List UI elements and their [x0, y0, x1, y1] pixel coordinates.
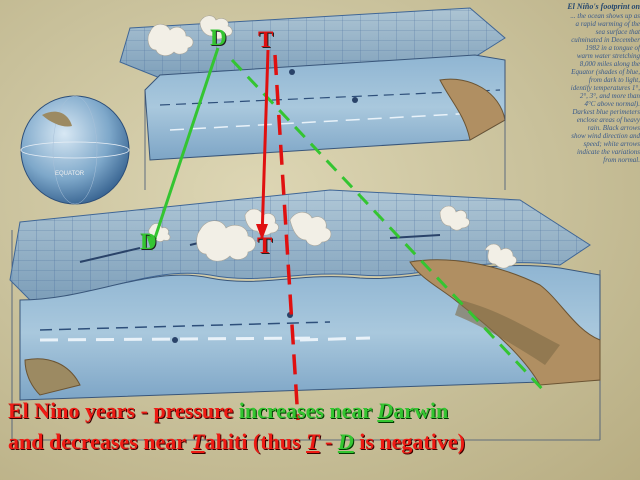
caption-tahiti-initial: T	[191, 429, 205, 454]
tahiti-marker-bottom: T	[257, 233, 273, 258]
tahiti-lines	[256, 49, 300, 421]
side-line: show wind direction and	[571, 132, 640, 140]
caption-line-2: and decreases near Tahiti (thus T - D is…	[8, 426, 638, 457]
side-title: El Niño's footprint on	[567, 2, 640, 11]
darwin-marker-top: D	[210, 25, 227, 50]
side-line: from dark to light,	[588, 76, 640, 84]
side-line: indicate the variations	[577, 148, 640, 156]
side-line: identify temperatures 1°,	[570, 84, 640, 92]
side-line: ... the ocean shows up as	[570, 12, 640, 20]
caption-line-1: El Nino years - pressure increases near …	[8, 395, 638, 426]
side-line: Equator (shades of blue,	[571, 68, 640, 76]
caption-tahiti-rest: ahiti (thus	[204, 429, 307, 454]
caption-increases: increases near	[238, 398, 378, 423]
caption: El Nino years - pressure increases near …	[8, 395, 638, 457]
rain-clouds	[147, 15, 517, 269]
caption-t-symbol: T	[306, 429, 320, 454]
side-line: speed; white arrows	[583, 140, 640, 148]
side-body: ... the ocean shows up as a rapid warming…	[498, 12, 640, 164]
side-line: Darkest blue perimeters	[572, 108, 640, 116]
lower-ocean-slab	[19, 259, 601, 401]
side-line: 2°, 3°, and more than	[579, 92, 640, 100]
side-line: a rapid warming of the	[575, 20, 640, 28]
side-line: warm water stretching	[576, 52, 640, 60]
side-line: 1982 in a tongue of	[585, 44, 640, 52]
side-line: 4°C above normal).	[584, 100, 640, 108]
side-line: 8,000 miles along the	[579, 60, 640, 68]
side-line: rain. Black arrows	[587, 124, 640, 132]
caption-text: El Nino years - pressure	[8, 398, 239, 423]
tahiti-marker-top: T	[258, 27, 274, 52]
caption-text-end: is negative)	[353, 429, 465, 454]
caption-minus: -	[319, 429, 338, 454]
globe	[20, 95, 130, 205]
caption-darwin-initial: D	[377, 398, 394, 423]
upper-ocean-slab	[144, 54, 506, 161]
darwin-marker-bottom: D	[140, 229, 157, 254]
side-line: from normal.	[603, 156, 640, 164]
equator-label: EQUATOR	[55, 171, 85, 177]
darwin-lines	[146, 47, 547, 394]
caption-text: and decreases near	[8, 429, 192, 454]
side-description: El Niño's footprint on ... the ocean sho…	[498, 2, 640, 272]
caption-d-symbol: D	[337, 429, 354, 454]
side-line: culminated in December	[571, 36, 640, 44]
caption-darwin-rest: arwin	[393, 398, 449, 423]
side-line: enclose areas of heavy	[576, 116, 640, 124]
side-line: sea surface that	[595, 28, 640, 36]
